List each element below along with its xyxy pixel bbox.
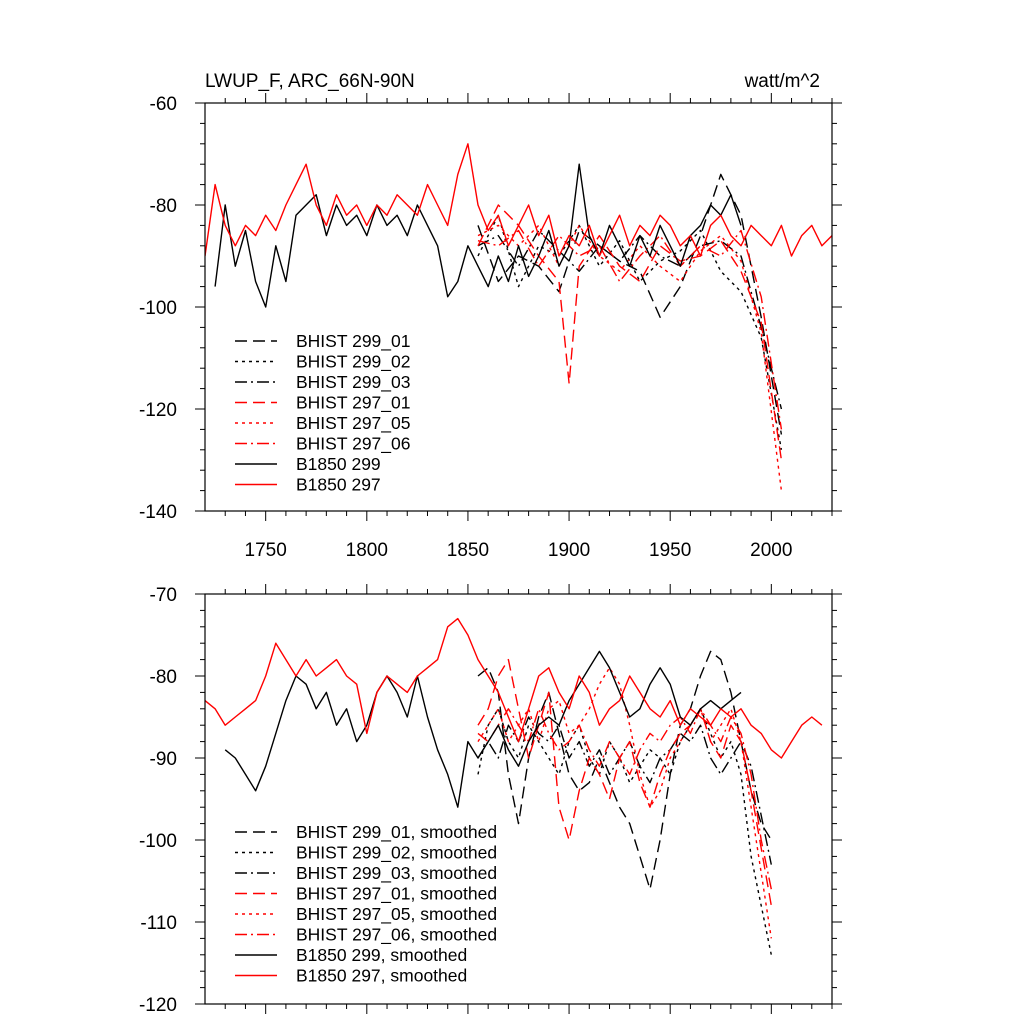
y-tick-label: -90 <box>150 749 177 770</box>
series-line-bhist-299-01 <box>477 173 783 435</box>
x-tick-label: 1950 <box>649 540 691 561</box>
y-tick-label: -80 <box>150 667 177 688</box>
y-tick-label: -110 <box>140 913 177 934</box>
legend-label: BHIST 299_01, smoothed <box>296 822 497 843</box>
x-tick-label: 1750 <box>245 540 287 561</box>
y-tick-label: -80 <box>150 196 177 217</box>
series-line-bhist-299-02 <box>477 214 783 450</box>
series-line-bhist-297-01-smoothed <box>477 658 772 906</box>
bottom-plot-frame <box>204 593 833 1005</box>
series-line-bhist-299-02-smoothed <box>477 708 772 955</box>
legend-label: BHIST 297_05, smoothed <box>296 904 497 925</box>
series-line-bhist-297-06-smoothed <box>477 708 772 890</box>
y-tick-label: -100 <box>139 298 177 319</box>
top-series-lines <box>205 143 832 491</box>
top-plot-frame <box>204 102 833 512</box>
y-tick-label: -120 <box>139 400 177 421</box>
legend-label: BHIST 297_05 <box>296 413 410 434</box>
legend-label: BHIST 297_06, smoothed <box>296 925 497 946</box>
top-chart-units: watt/m^2 <box>744 71 820 92</box>
top-panel: LWUP_F, ARC_66N-90N watt/m^2 1750 1800 185… <box>139 71 842 561</box>
series-line-b1850-297 <box>205 143 832 257</box>
legend-label: B1850 299 <box>296 454 381 474</box>
x-tick-label: 2000 <box>750 540 792 561</box>
y-tick-label: -60 <box>150 94 177 115</box>
legend-label: BHIST 297_01, smoothed <box>296 884 497 905</box>
bottom-tick-marks <box>195 584 842 1014</box>
bottom-y-tick-labels: -120 -110 -100 -90 -80 -70 <box>139 585 177 1016</box>
y-tick-label: -70 <box>150 585 177 606</box>
top-y-tick-labels: -140 -120 -100 -80 -60 <box>139 94 177 523</box>
series-line-bhist-297-06 <box>477 229 783 430</box>
legend-label: B1850 297, smoothed <box>296 966 467 986</box>
legend-label: BHIST 299_03, smoothed <box>296 863 497 884</box>
legend-label: B1850 297 <box>296 475 381 495</box>
series-line-bhist-299-01-smoothed <box>477 650 772 890</box>
x-tick-label: 1800 <box>346 540 388 561</box>
series-line-bhist-299-03-smoothed <box>477 716 772 865</box>
series-line-b1850-297-smoothed <box>205 617 823 759</box>
x-tick-label: 1900 <box>548 540 590 561</box>
y-tick-label: -100 <box>139 831 177 852</box>
y-tick-label: -140 <box>139 502 177 523</box>
top-tick-marks <box>195 93 842 521</box>
bottom-panel: -120 -110 -100 -90 -80 -70 BHIST 299_01, smoo… <box>139 584 842 1016</box>
y-tick-label: -120 <box>139 995 177 1016</box>
series-line-bhist-297-05-smoothed <box>477 667 772 939</box>
top-x-tick-labels: 1750 1800 1850 1900 1950 2000 <box>245 540 793 561</box>
legend-label: BHIST 297_01 <box>296 393 410 414</box>
legend-label: BHIST 297_06 <box>296 434 410 455</box>
x-tick-label: 1850 <box>447 540 489 561</box>
legend-label: B1850 299, smoothed <box>296 945 467 965</box>
legend-label: BHIST 299_02 <box>296 352 410 373</box>
series-line-bhist-297-01 <box>477 204 783 461</box>
series-line-b1850-299-smoothed <box>224 650 742 808</box>
bottom-series-lines <box>205 617 823 955</box>
top-chart-title: LWUP_F, ARC_66N-90N <box>205 71 415 92</box>
legend-label: BHIST 299_03 <box>296 372 410 393</box>
series-line-bhist-297-05 <box>477 224 783 491</box>
legend-label: BHIST 299_02, smoothed <box>296 843 497 864</box>
series-line-b1850-299 <box>214 163 742 308</box>
series-line-bhist-299-03 <box>477 229 783 410</box>
legend-label: BHIST 299_01 <box>296 331 410 352</box>
